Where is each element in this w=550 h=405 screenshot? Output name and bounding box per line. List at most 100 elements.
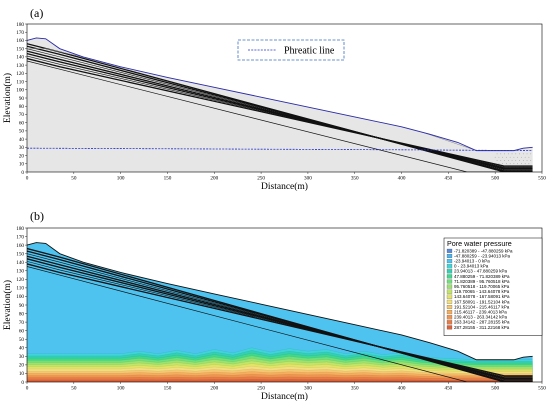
toe-dot xyxy=(522,160,524,161)
legend-swatch xyxy=(446,325,453,330)
y-tick-label: 100 xyxy=(16,88,24,94)
legend-item-label: 239.4013 - 263.34142 kPa xyxy=(454,315,508,320)
x-axis-label: Distance(m) xyxy=(261,391,308,402)
y-tick-label: 70 xyxy=(19,320,25,326)
y-tick-label: 30 xyxy=(19,145,25,151)
toe-dot xyxy=(507,153,509,155)
legend-swatch xyxy=(446,279,453,284)
y-tick-label: 140 xyxy=(16,260,24,266)
y-tick-label: 10 xyxy=(19,371,25,377)
y-tick-label: 60 xyxy=(19,120,25,126)
legend-swatch xyxy=(446,305,453,310)
x-tick-label: 450 xyxy=(444,386,452,392)
toe-dot xyxy=(502,163,504,165)
y-tick-label: 10 xyxy=(19,162,25,168)
x-tick-label: 500 xyxy=(491,386,499,392)
x-tick-label: 0 xyxy=(26,386,29,392)
toe-dot xyxy=(521,163,522,165)
legend-item-label: 71.820389 - 95.760518 kPa xyxy=(454,279,510,284)
legend-box xyxy=(443,237,543,336)
stratum-line xyxy=(27,261,533,378)
toe-dot xyxy=(506,163,507,165)
toe-dot xyxy=(500,160,502,161)
legend-box xyxy=(237,39,345,61)
toe-dot xyxy=(528,156,530,158)
x-tick-label: 350 xyxy=(351,176,359,182)
legend-item-label: 167.58091 - 191.52104 kPa xyxy=(454,299,510,304)
legend-item-label: 263.34142 - 287.28155 kPa xyxy=(454,320,510,325)
stratum-line xyxy=(27,55,533,168)
toe-dot xyxy=(509,156,511,158)
legend-swatch xyxy=(446,264,453,269)
legend-item-label: 0 - 23.94013 kPa xyxy=(454,264,489,269)
stratum-line xyxy=(27,45,533,172)
x-tick-label: 0 xyxy=(26,176,29,182)
toe-dot xyxy=(506,156,507,158)
y-tick-label: 130 xyxy=(16,63,24,69)
bedrock-line xyxy=(27,266,533,382)
toe-dot xyxy=(511,160,513,161)
phreatic-line xyxy=(26,147,533,152)
x-tick-label: 200 xyxy=(210,176,218,182)
stratum-line xyxy=(27,258,533,379)
x-tick-label: 500 xyxy=(491,176,499,182)
x-tick-label: 200 xyxy=(210,386,218,392)
y-tick-label: 180 xyxy=(16,226,24,232)
legend-item-label: 95.760518 - 119.70065 kPa xyxy=(454,284,510,289)
y-axis-label: Elevation(m) xyxy=(2,280,13,330)
toe-dot xyxy=(521,156,522,158)
phreatic-legend: Phreatic line xyxy=(237,39,345,61)
y-tick-label: 0 xyxy=(21,170,24,176)
legend-item-label: -71.820389 - -47.880259 kPa xyxy=(454,248,513,253)
legend-item-label: 47.880259 - 71.820389 kPa xyxy=(454,274,510,279)
legend-swatch xyxy=(446,320,453,325)
y-tick-label: 80 xyxy=(19,311,25,317)
toe-dot xyxy=(507,160,509,161)
x-tick-label: 100 xyxy=(117,386,125,392)
x-tick-label: 400 xyxy=(398,176,406,182)
toe-dot xyxy=(524,163,526,165)
x-tick-label: 400 xyxy=(398,386,406,392)
toe-dot xyxy=(526,153,528,155)
y-tick-label: 160 xyxy=(16,38,24,44)
x-tick-label: 450 xyxy=(444,176,452,182)
y-tick-label: 20 xyxy=(19,153,25,159)
y-tick-label: 90 xyxy=(19,303,25,309)
x-tick-label: 50 xyxy=(71,176,77,182)
legend-swatch xyxy=(446,310,453,315)
stratum-line xyxy=(27,52,533,169)
y-tick-label: 30 xyxy=(19,354,25,360)
toe-dot xyxy=(524,156,526,158)
y-tick-label: 90 xyxy=(19,96,25,102)
panel-b: 0 50 100 150 200 250 300 350 400 450 500 550 0 10 20 30… xyxy=(2,209,546,402)
toe-dot xyxy=(519,160,520,161)
y-tick-label: 130 xyxy=(16,269,24,275)
y-tick-label: 170 xyxy=(16,30,24,36)
y-tick-label: 100 xyxy=(16,294,24,300)
x-tick-label: 350 xyxy=(351,386,359,392)
y-tick-label: 120 xyxy=(16,277,24,283)
legend-title: Pore water pressure xyxy=(447,239,512,248)
y-tick-label: 150 xyxy=(16,46,24,52)
legend-swatch xyxy=(446,289,453,294)
legend-item-label: 191.52104 - 215.46117 kPa xyxy=(454,304,510,309)
toe-dot xyxy=(519,153,520,155)
toe-dot xyxy=(513,163,515,165)
ground-surface xyxy=(26,242,533,361)
x-tick-label: 300 xyxy=(304,176,312,182)
y-tick-label: 170 xyxy=(16,234,24,240)
panel-label: (a) xyxy=(30,6,43,20)
toe-dot xyxy=(496,153,498,155)
y-tick-label: 140 xyxy=(16,55,24,61)
x-tick-label: 300 xyxy=(304,386,312,392)
y-tick-label: 110 xyxy=(16,79,24,85)
legend-item-label: 287.28155 - 311.22168 kPa xyxy=(454,325,510,330)
y-tick-label: 50 xyxy=(19,337,25,343)
pwp-legend: Pore water pressure-71.820389 - -47.8802… xyxy=(443,237,543,336)
toe-dot xyxy=(496,160,498,161)
y-tick-label: 70 xyxy=(19,112,25,118)
toe-dot xyxy=(504,160,505,161)
x-tick-label: 150 xyxy=(164,386,172,392)
x-tick-label: 250 xyxy=(257,386,265,392)
